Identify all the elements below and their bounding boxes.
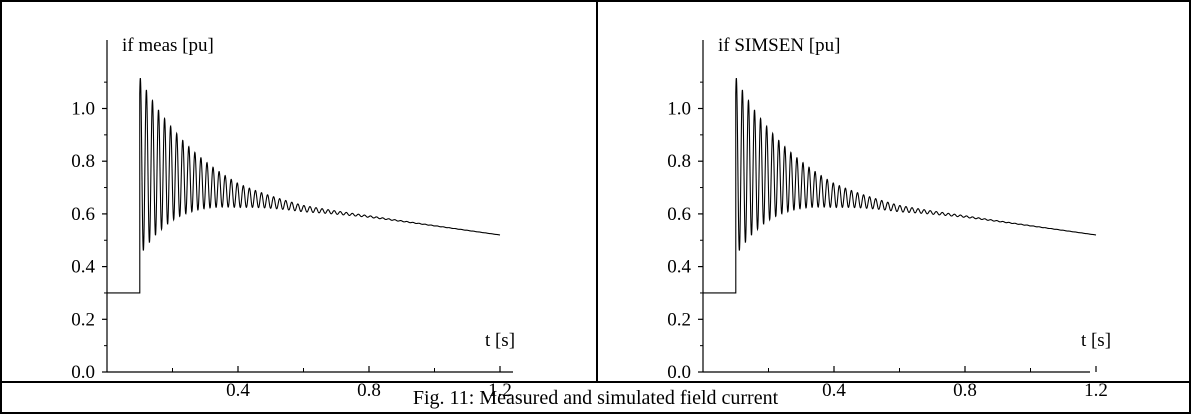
figure-caption: Fig. 11: Measured and simulated field cu… [412, 387, 779, 409]
y-tick-label: 0.2 [71, 309, 95, 330]
x-axis-title: t [s] [485, 330, 515, 351]
series-line-if-meas [107, 78, 501, 294]
y-tick-label: 0.8 [667, 151, 691, 172]
y-tick-label: 0.6 [71, 204, 95, 225]
y-tick-label: 0.6 [667, 204, 691, 225]
y-axis-title: if meas [pu] [122, 35, 214, 56]
y-tick-label: 0.0 [667, 362, 691, 383]
simsen-chart: 0.0 0.2 0.4 0.6 0.8 1.0 0.4 0.8 1.2 if SIMSEN [… [667, 35, 1111, 401]
measured-chart: 0.0 0.2 0.4 0.6 0.8 1.0 0.4 0.8 1.2 if meas [pu… [71, 35, 515, 401]
y-tick-label: 0.4 [71, 257, 95, 278]
x-ticks: 0.4 0.8 1.2 [172, 366, 512, 401]
series-line-if-simsen [703, 78, 1097, 294]
x-tick-label: 0.4 [226, 380, 250, 401]
y-ticks: 0.0 0.2 0.4 0.6 0.8 1.0 [667, 81, 703, 383]
y-tick-label: 0.4 [667, 257, 691, 278]
y-tick-label: 0.2 [667, 309, 691, 330]
y-tick-label: 0.8 [71, 151, 95, 172]
x-axis-title: t [s] [1081, 330, 1111, 351]
x-tick-label: 0.4 [822, 380, 846, 401]
y-ticks: 0.0 0.2 0.4 0.6 0.8 1.0 [71, 81, 107, 383]
x-tick-label: 1.2 [488, 380, 512, 401]
y-tick-label: 1.0 [667, 99, 691, 120]
y-axis-title: if SIMSEN [pu] [718, 35, 840, 56]
y-tick-label: 0.0 [71, 362, 95, 383]
y-tick-label: 1.0 [71, 99, 95, 120]
x-ticks: 0.4 0.8 1.2 [768, 366, 1108, 401]
x-tick-label: 1.2 [1084, 380, 1108, 401]
x-tick-label: 0.8 [953, 380, 977, 401]
x-tick-label: 0.8 [357, 380, 381, 401]
